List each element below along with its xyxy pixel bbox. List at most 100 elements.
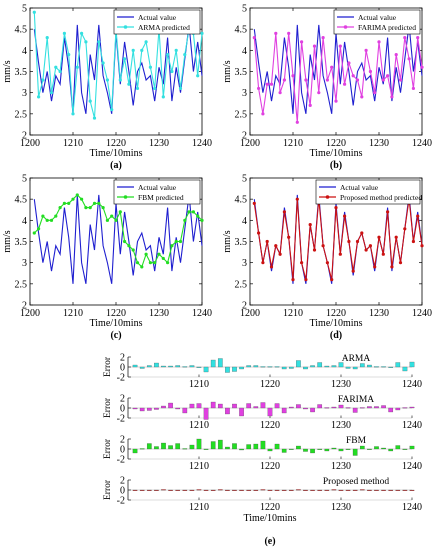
error-bar	[402, 448, 408, 450]
error-bar	[338, 448, 344, 452]
y-tick-label: 4	[22, 216, 27, 227]
series-point	[304, 278, 308, 282]
x-tick-label: 1220	[260, 461, 280, 472]
error-bar	[310, 407, 315, 413]
y-tick-label: -2	[117, 455, 125, 466]
error-bar	[225, 489, 230, 491]
error-bar	[345, 407, 351, 409]
error-bar	[161, 489, 166, 491]
error-bar	[338, 404, 344, 409]
error-bar	[154, 446, 159, 450]
y-tick-label: 2	[242, 301, 247, 312]
series-point	[278, 252, 282, 256]
series-point	[325, 261, 329, 265]
error-subplot-2: -202 1210 1220 1230 1240 Error FBM	[103, 435, 422, 473]
error-bar	[225, 446, 230, 450]
y-axis-label: Error	[103, 397, 113, 418]
series-point	[54, 65, 58, 69]
x-tick-label: 1220	[106, 138, 126, 149]
series-point	[88, 99, 92, 103]
series-point	[343, 214, 347, 218]
series-point	[135, 261, 140, 265]
error-bar	[281, 407, 287, 414]
error-bar	[189, 365, 195, 368]
series-point	[373, 265, 377, 269]
series-point	[287, 31, 291, 35]
error-subplot-3: -202 1210 1220 1230 1240 Error Proposed method	[103, 476, 422, 514]
series-point	[252, 36, 256, 40]
error-bar	[388, 448, 394, 452]
series-point	[416, 214, 420, 218]
error-bar	[331, 406, 337, 409]
panel-label: (d)	[330, 330, 342, 341]
error-bar	[154, 407, 159, 410]
series-point	[101, 61, 105, 65]
error-bar	[303, 366, 308, 370]
x-axis-label: Time/10mins	[90, 318, 143, 329]
x-tick-label: 1200	[20, 308, 40, 319]
y-tick-label: 4.5	[235, 195, 248, 206]
error-bar	[217, 439, 223, 450]
error-subplot-1: -202 1210 1220 1230 1240 Error FARIMA	[103, 394, 422, 432]
error-bar	[324, 407, 330, 409]
error-bar	[175, 489, 181, 491]
error-bar	[324, 489, 330, 491]
error-bar	[274, 489, 280, 491]
error-bar	[182, 489, 188, 491]
series-point	[394, 52, 398, 57]
series-point	[291, 278, 295, 282]
error-bar	[217, 489, 223, 491]
series-point	[278, 91, 282, 95]
error-bar	[303, 448, 308, 452]
series-line-1	[33, 12, 203, 119]
x-tick-label: 1220	[326, 308, 346, 319]
series-point	[161, 95, 165, 99]
y-tick-label: 3	[242, 258, 247, 269]
error-bar	[182, 448, 188, 450]
error-bar	[409, 406, 415, 409]
series-point	[381, 78, 385, 82]
panel-label: (e)	[264, 536, 275, 547]
error-bar	[260, 489, 266, 491]
y-tick-label: 0	[120, 486, 125, 497]
legend-box	[113, 179, 201, 205]
error-bar	[381, 447, 386, 450]
series-point	[75, 65, 79, 69]
legend-label: Actual value	[138, 13, 177, 22]
error-bar	[402, 489, 408, 491]
error-bar	[196, 366, 202, 368]
x-tick-label: 1210	[283, 308, 303, 319]
series-point	[360, 95, 364, 99]
error-bar	[288, 489, 294, 491]
series-point	[295, 197, 299, 201]
error-bar	[239, 448, 244, 451]
error-bar	[267, 489, 273, 491]
error-bar	[210, 441, 216, 450]
series-point	[269, 82, 274, 86]
error-bar	[203, 407, 209, 420]
series-point	[347, 239, 351, 244]
error-bar	[359, 363, 365, 368]
series-point	[398, 261, 403, 265]
y-tick-label: 0	[120, 404, 125, 415]
series-point	[355, 239, 360, 244]
x-tick-label: 1220	[260, 420, 280, 431]
error-bar	[281, 448, 287, 453]
legend-marker	[343, 25, 348, 29]
error-bar	[310, 365, 315, 368]
series-point	[62, 31, 66, 35]
error-bar	[253, 406, 259, 409]
series-point	[411, 239, 415, 244]
error-bar	[409, 361, 415, 368]
error-bar	[168, 489, 173, 491]
series-point	[351, 269, 355, 273]
series-point	[144, 40, 148, 44]
x-axis-label: Time/10mins	[244, 513, 297, 524]
error-bar	[253, 489, 259, 491]
error-bar	[225, 407, 230, 415]
error-bar	[288, 448, 294, 450]
